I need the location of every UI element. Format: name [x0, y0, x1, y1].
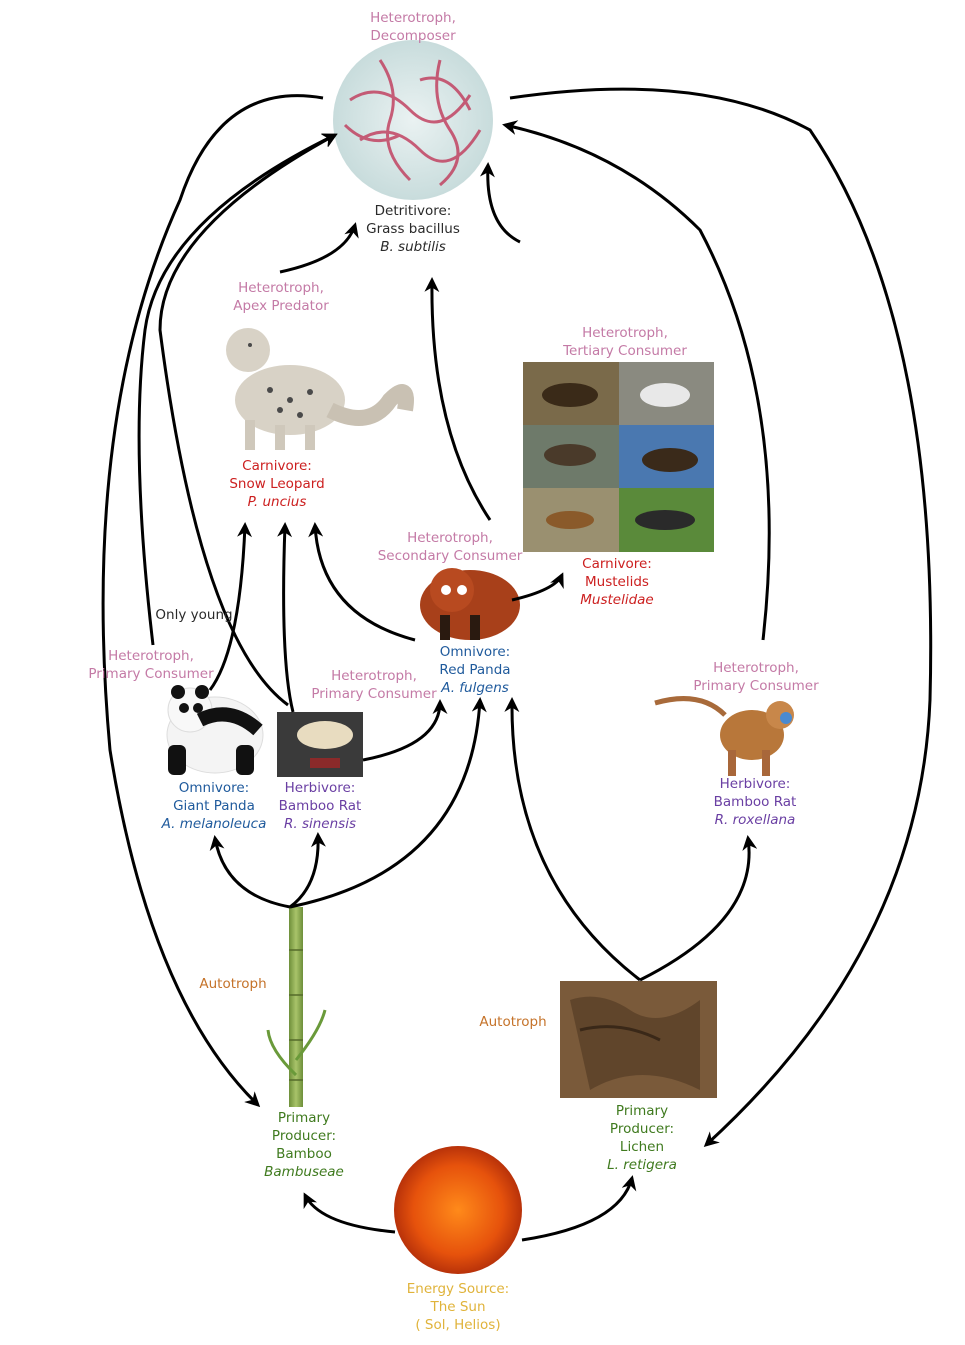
arrow-snow-leopard-to-decomposer — [279, 222, 359, 274]
bamboo-label: Primary Producer: Bamboo Bambuseae — [264, 1110, 344, 1180]
snow-leopard-label: Carnivore: Snow Leopard P. uncius — [229, 458, 325, 510]
arrow-giant-panda-to-decomposer — [137, 133, 338, 646]
bamboo-rat-role: Heterotroph, Primary Consumer — [311, 668, 437, 702]
golden-monkey-image — [654, 696, 794, 776]
arrow-lichen-to-red-panda — [504, 697, 641, 982]
arrow-decomposer-to-bamboo — [101, 94, 324, 1108]
bamboo-rat-label: Herbivore: Bamboo Rat R. sinensis — [278, 780, 362, 832]
arrow-bamboo-to-red-panda — [289, 697, 487, 909]
arrow-bamboo-rat-young-to-decomposer — [158, 133, 338, 707]
arrow-sun-to-lichen — [521, 1175, 637, 1242]
arrow-red-panda-to-snow-leopard — [308, 522, 416, 642]
lichen-label: Primary Producer: Lichen L. retigera — [607, 1103, 677, 1173]
giant-panda-role: Heterotroph, Primary Consumer — [88, 648, 214, 682]
arrow-red-panda-to-decomposer — [424, 277, 492, 521]
arrows — [101, 87, 933, 1242]
red-panda-label: Omnivore: Red Panda A. fulgens — [439, 644, 511, 696]
bacillus-micrograph — [333, 40, 493, 200]
mustelids-collage — [523, 362, 714, 552]
sun-label: Energy Source: The Sun( Sol, Helios) — [406, 1281, 510, 1333]
arrow-bamboo-to-giant-panda — [209, 835, 291, 909]
arrow-lichen-to-monkey — [639, 835, 758, 982]
giant-panda-image — [166, 685, 264, 775]
bamboo-image — [266, 907, 327, 1107]
red-panda-image — [420, 568, 520, 640]
snow-leopard-role: Heterotroph, Apex Predator — [233, 280, 329, 314]
arrow-monkey-to-decomposer — [502, 120, 771, 641]
bamboo-role: Autotroph — [199, 976, 267, 992]
arrow-bamboo-rat-to-red-panda — [362, 699, 448, 762]
arrow-mustelids-to-decomposer — [479, 162, 521, 244]
bamboo-rat-image — [277, 712, 363, 777]
red-panda-role: Heterotroph, Secondary Consumer — [377, 530, 523, 564]
arrow-bamboo-rat-to-snow-leopard — [277, 522, 295, 713]
monkey-role: Heterotroph, Primary Consumer — [693, 660, 819, 694]
arrow-sun-to-bamboo — [303, 1192, 396, 1234]
giant-panda-label: Omnivore: Giant Panda A. melanoleuca — [161, 780, 267, 832]
mustelids-role: Heterotroph, Tertiary Consumer — [563, 325, 687, 359]
monkey-label: Herbivore: Bamboo Rat R. roxellana — [713, 776, 797, 828]
decomposer-label: Detritivore: Grass bacillus B. subtilis — [366, 203, 460, 255]
lichen-role: Autotroph — [479, 1014, 547, 1030]
lichen-image — [560, 981, 717, 1098]
decomposer-role: Heterotroph, Decomposer — [370, 10, 456, 44]
arrow-giant-panda-to-snow-leopard — [208, 522, 253, 691]
arrow-red-panda-to-mustelids — [511, 572, 564, 602]
sun-image — [394, 1146, 522, 1274]
snow-leopard-image — [226, 328, 414, 450]
arrow-bamboo-to-bamboo-rat — [289, 832, 326, 909]
arrow-decomposer-to-lichen — [509, 87, 933, 1148]
only-young-note: Only young — [155, 607, 233, 623]
mustelids-label: Carnivore: Mustelids Mustelidae — [580, 556, 654, 608]
